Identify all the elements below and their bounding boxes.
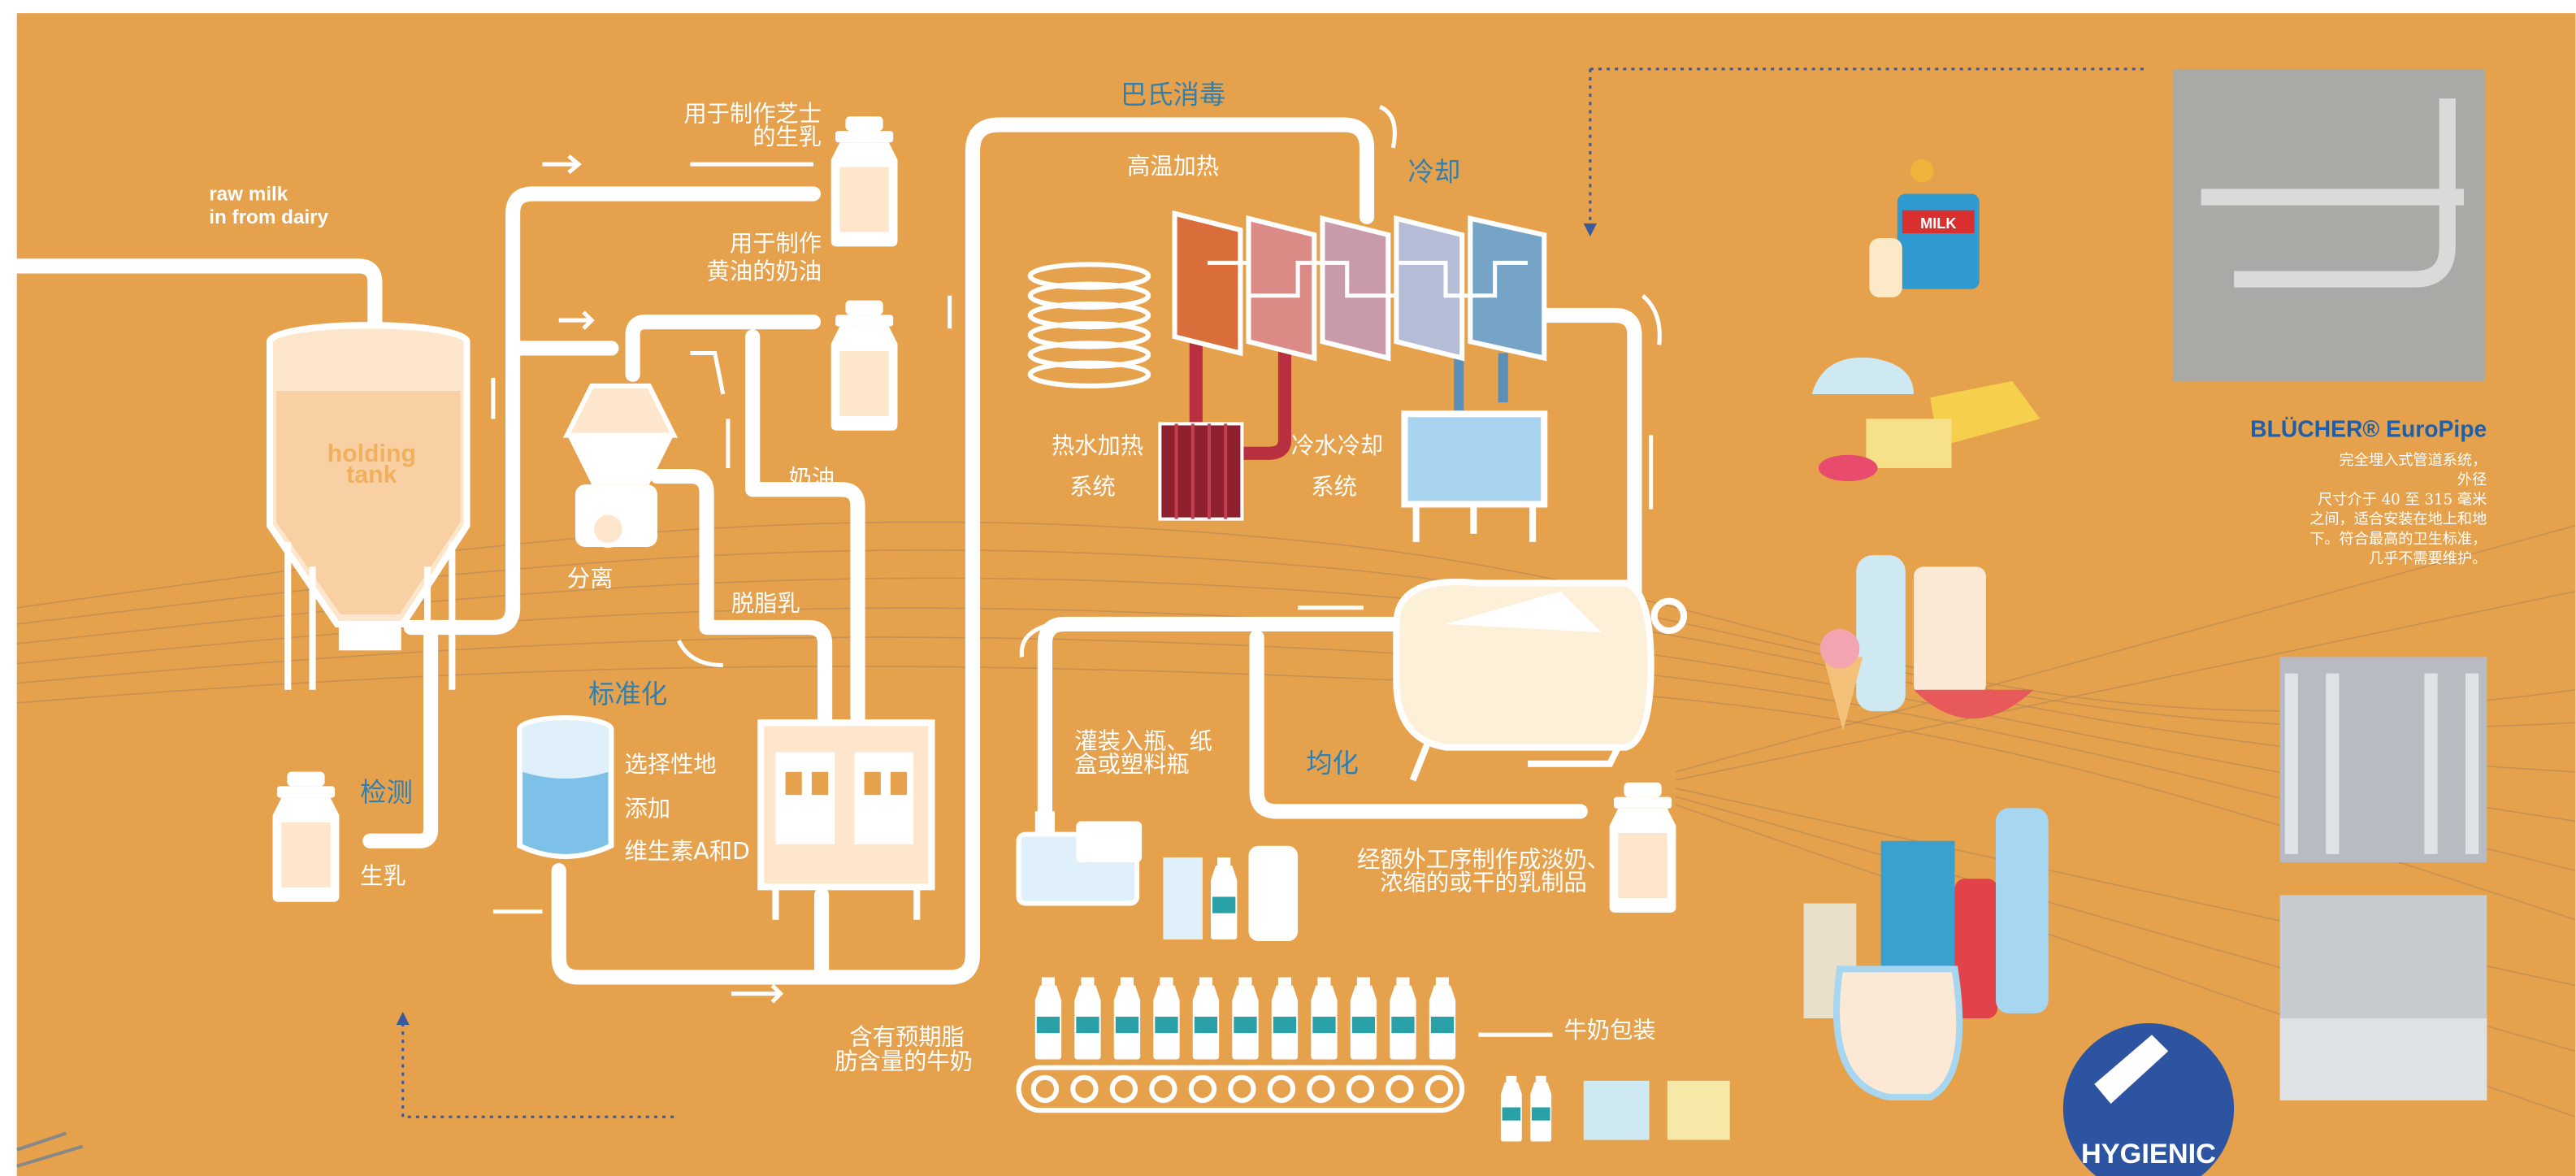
label: 的生乳	[752, 124, 822, 150]
filler-part	[1076, 821, 1142, 862]
label: 生乳	[360, 862, 406, 889]
products-part	[1819, 455, 1878, 481]
label: in from dairy	[209, 206, 328, 228]
plate-exchanger-part	[1322, 219, 1388, 358]
label: 脱脂乳	[731, 590, 800, 617]
bottles-part	[1248, 846, 1298, 941]
standardization-tank	[519, 718, 611, 857]
heat-coil	[1030, 264, 1149, 386]
standardization-tank-part	[523, 772, 608, 854]
bottles-part	[1193, 977, 1219, 1059]
label: 黄油的奶油	[707, 258, 822, 285]
filler-part	[1035, 811, 1055, 834]
products-part	[1914, 566, 1986, 695]
plate-exchanger-part	[1175, 214, 1241, 354]
plate-exchanger	[1175, 214, 1545, 358]
label: 分离	[567, 565, 614, 592]
label: raw milk	[209, 184, 288, 206]
photos-part	[2280, 657, 2487, 862]
products-part	[1856, 555, 1906, 711]
description-line: 外径	[2457, 471, 2487, 488]
description-line: 之间，适合安装在地上和地	[2309, 511, 2487, 528]
bottles-part	[1232, 977, 1258, 1059]
photos-part	[2173, 69, 2485, 381]
label: 均化	[1306, 748, 1359, 779]
bottles-part	[1667, 1081, 1730, 1140]
cans-part	[1610, 783, 1676, 913]
mixing-unit	[761, 723, 931, 920]
label: 巴氏消毒	[1121, 79, 1225, 110]
bottles-part	[1163, 857, 1203, 939]
label: 系统	[1311, 473, 1357, 500]
products-part	[1869, 238, 1902, 297]
description-line: 下。符合最高的卫生标准，	[2309, 531, 2487, 548]
label: HYGIENIC	[2081, 1139, 2216, 1169]
cans-part	[831, 116, 898, 246]
separator-part	[592, 513, 624, 545]
cold-water-tank-part	[1404, 414, 1544, 504]
bottles-part	[1351, 977, 1377, 1059]
bottles-part	[1211, 857, 1237, 939]
label: 用于制作	[730, 230, 822, 257]
mixing-unit-part	[891, 772, 907, 795]
bottles-part	[1311, 977, 1337, 1059]
bottles-part	[1272, 977, 1298, 1059]
filler	[1019, 811, 1143, 903]
label: 牛奶包装	[1564, 1017, 1656, 1044]
holding-tank-part	[339, 621, 401, 650]
label: tank	[346, 462, 397, 488]
label: 热水加热	[1052, 432, 1143, 459]
label: 含有预期脂	[849, 1023, 964, 1050]
label: 浓缩的或干的乳制品	[1380, 869, 1587, 896]
label: 奶油	[789, 465, 835, 492]
process-diagram: raw milk in from dairy holding tank 检测 生…	[0, 0, 2576, 1176]
products-part	[1820, 629, 1860, 669]
bottles-part	[1429, 977, 1455, 1059]
label: 盒或塑料瓶	[1074, 751, 1189, 778]
products-part	[1996, 808, 2049, 1013]
hot-water-unit	[1160, 423, 1242, 519]
label: 冷却	[1408, 156, 1461, 187]
plate-exchanger-part	[1396, 219, 1462, 358]
description-line: 完全埋入式管道系统，	[2340, 452, 2487, 469]
description-line: 尺寸介于 40 至 315 毫米	[2318, 491, 2487, 508]
mixing-unit-part	[775, 753, 835, 844]
products-part	[1897, 193, 1980, 289]
bottles-part	[1530, 1076, 1551, 1142]
bottles-part	[1584, 1081, 1650, 1140]
mixing-unit-part	[786, 772, 802, 795]
bottles-part	[1074, 977, 1100, 1059]
bottles-part	[1390, 977, 1416, 1059]
label: 冷水冷却	[1291, 432, 1383, 459]
bottles-part	[1035, 977, 1061, 1059]
label: 选择性地	[625, 751, 717, 778]
bottles-part	[1153, 977, 1179, 1059]
hot-water-unit-part	[1160, 423, 1242, 519]
label: 添加	[625, 795, 671, 822]
label: 系统	[1069, 473, 1116, 500]
label: MILK	[1920, 215, 1956, 232]
label: 维生素A和D	[625, 838, 750, 865]
label: 高温加热	[1127, 153, 1219, 180]
cans-part	[273, 772, 340, 902]
photos-part	[2280, 1018, 2487, 1100]
products-part	[1866, 419, 1951, 468]
mixing-unit-part	[812, 772, 828, 795]
product-name: BLÜCHER® EuroPipe	[2250, 416, 2487, 442]
mixing-unit-part	[854, 753, 913, 844]
cans-part	[831, 301, 898, 431]
description-line: 几乎不需要维护。	[2369, 550, 2487, 567]
label: 标准化	[588, 679, 667, 710]
plate-exchanger-part	[1248, 219, 1314, 358]
products-part	[1910, 159, 1933, 182]
label: 肪含量的牛奶	[835, 1048, 973, 1075]
label: 检测	[360, 777, 413, 808]
mixing-unit-part	[865, 772, 881, 795]
bottles-part	[1114, 977, 1140, 1059]
plate-exchanger-part	[1470, 219, 1544, 358]
products-part	[1837, 969, 1959, 1097]
bottles-part	[1501, 1076, 1522, 1142]
